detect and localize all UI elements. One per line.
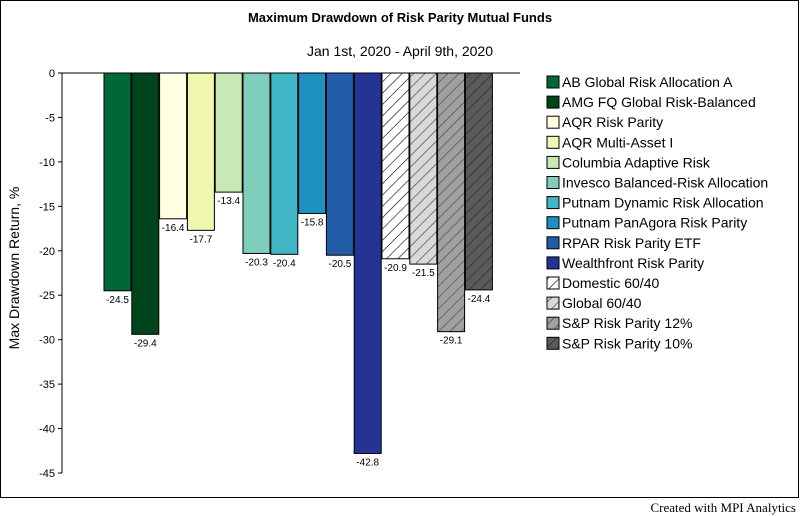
bar	[381, 72, 410, 260]
bar-value-label: -42.8	[356, 457, 379, 468]
legend-label: Invesco Balanced-Risk Allocation	[562, 175, 768, 191]
y-tick-label: -5	[45, 112, 55, 124]
legend-swatch	[546, 135, 560, 149]
bar-value-label: -16.4	[162, 223, 185, 234]
y-tick-label: -20	[39, 246, 55, 258]
chart-title: Maximum Drawdown of Risk Parity Mutual F…	[248, 10, 552, 25]
legend-swatch	[546, 296, 560, 310]
bar-value-label: -17.7	[190, 234, 213, 245]
bar	[437, 72, 466, 333]
y-tick-label: -35	[39, 379, 55, 391]
bar-value-label: -29.4	[134, 338, 157, 349]
y-tick-label: -10	[39, 157, 55, 169]
legend-label: Domestic 60/40	[562, 275, 659, 291]
legend-label: Global 60/40	[562, 295, 642, 311]
bar	[325, 72, 354, 256]
bar-value-label: -20.3	[245, 257, 268, 268]
bar	[242, 72, 271, 254]
bar	[103, 72, 132, 292]
bar	[298, 72, 327, 214]
legend: AB Global Risk Allocation A AMG FQ Global…	[546, 74, 768, 351]
bar-value-label: -21.5	[412, 268, 435, 279]
legend-swatch	[546, 176, 560, 189]
bar-value-label: -29.1	[440, 336, 463, 347]
y-axis-label: Max Drawdown Return, %	[6, 187, 22, 350]
chart-border	[0, 0, 799, 498]
legend-swatch	[546, 155, 560, 169]
bar	[214, 72, 243, 193]
bar	[270, 72, 299, 255]
y-tick-label: -15	[39, 201, 55, 213]
bar-value-label: -24.4	[468, 294, 491, 305]
legend-label: RPAR Risk Parity ETF	[562, 235, 701, 251]
y-tick-label: 0	[49, 68, 55, 80]
bar-value-label: -15.8	[301, 217, 324, 228]
bar	[186, 72, 215, 231]
y-axis: 0 -5 -10 -15 -20 -25 -30 -35 -40 -45	[39, 68, 520, 480]
legend-label: S&P Risk Parity 10%	[562, 335, 692, 351]
legend-label: AQR Risk Parity	[562, 114, 663, 130]
legend-swatch	[546, 276, 560, 290]
legend-swatch	[546, 336, 560, 350]
y-tick-label: -30	[39, 335, 55, 347]
legend-label: AQR Multi-Asset I	[562, 134, 673, 150]
legend-swatch	[546, 95, 560, 109]
bar-value-label: -20.9	[384, 263, 407, 274]
bar	[131, 72, 160, 335]
legend-swatch	[546, 75, 560, 89]
legend-swatch	[546, 316, 560, 330]
y-tick-label: -25	[39, 290, 55, 302]
legend-label: S&P Risk Parity 12%	[562, 315, 692, 331]
data-labels: -24.5 -29.4 -16.4 -17.7 -13.4 -20.3 -20.4 -15.8…	[106, 196, 491, 468]
footer-credit: Created with MPI Analytics	[650, 500, 796, 515]
bar	[159, 72, 188, 220]
bars	[103, 72, 493, 454]
legend-label: AMG FQ Global Risk-Balanced	[562, 94, 756, 110]
legend-label: Putnam Dynamic Risk Allocation	[562, 195, 764, 211]
legend-label: AB Global Risk Allocation A	[562, 74, 733, 90]
legend-swatch	[546, 236, 560, 250]
legend-swatch	[546, 216, 560, 230]
legend-label: Wealthfront Risk Parity	[562, 255, 704, 271]
bar-value-label: -13.4	[217, 196, 240, 207]
bar-value-label: -24.5	[106, 295, 129, 306]
legend-swatch	[546, 256, 560, 270]
legend-swatch	[546, 115, 560, 129]
bar-value-label: -20.4	[273, 258, 296, 269]
chart-subtitle: Jan 1st, 2020 - April 9th, 2020	[307, 43, 493, 59]
y-tick-label: -40	[39, 424, 55, 436]
legend-label: Columbia Adaptive Risk	[562, 154, 711, 170]
bar	[353, 72, 382, 454]
legend-swatch	[546, 196, 560, 210]
bar	[409, 72, 438, 265]
y-tick-label: -45	[39, 468, 55, 480]
bar	[464, 72, 493, 291]
legend-label: Putnam PanAgora Risk Parity	[562, 215, 747, 231]
bar-value-label: -20.5	[329, 259, 352, 270]
